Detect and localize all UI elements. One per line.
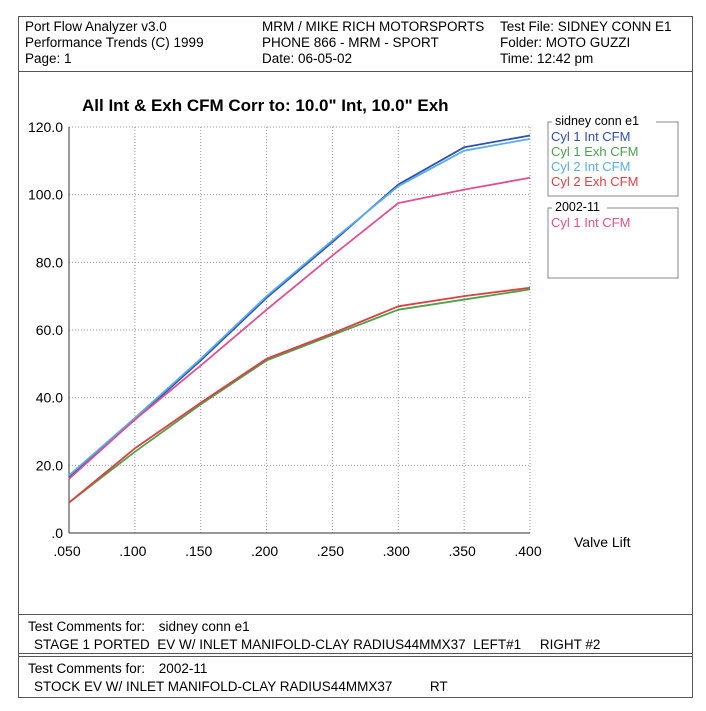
legend-entry: Cyl 2 Int CFM [551, 159, 630, 174]
legend-title-bg [552, 115, 656, 128]
x-tick-label: .150 [185, 543, 212, 559]
header-program-info: Port Flow Analyzer v3.0 Performance Tren… [25, 19, 204, 67]
y-tick-label: 120.0 [28, 119, 63, 135]
y-tick-label: 20.0 [36, 457, 63, 473]
x-tick-label: .350 [449, 543, 476, 559]
legend-entry: Cyl 2 Exh CFM [551, 174, 638, 189]
legend-title: 2002-11 [555, 200, 600, 214]
report-frame [18, 16, 693, 698]
comment-label: Test Comments for: [28, 661, 146, 676]
x-tick-label: .100 [119, 543, 146, 559]
legend-box-1 [547, 121, 679, 197]
chart-title: All Int & Exh CFM Corr to: 10.0" Int, 10… [82, 96, 449, 115]
series-line-3 [68, 137, 531, 477]
comment-text: STOCK EV W/ INLET MANIFOLD-CLAY RADIUS44… [34, 679, 448, 694]
series-line-2 [68, 288, 531, 504]
test-file: Test File: SIDNEY CONN E1 [500, 19, 672, 34]
comment-test-name: sidney conn e1 [158, 619, 250, 634]
comment-test-name: 2002-11 [158, 661, 208, 676]
comment-label: Test Comments for: [28, 619, 146, 634]
flow-chart: All Int & Exh CFM Corr to: 10.0" Int, 10… [28, 96, 679, 559]
y-tick-label: 80.0 [36, 254, 63, 270]
series-line-5 [68, 176, 531, 480]
report-time: Time: 12:42 pm [500, 51, 594, 66]
program-copyright: Performance Trends (C) 1999 [25, 35, 204, 50]
program-name: Port Flow Analyzer v3.0 [25, 19, 167, 34]
x-tick-label: .200 [251, 543, 278, 559]
legend-entry: Cyl 1 Int CFM [551, 215, 630, 230]
test-comments-1: Test Comments for: sidney conn e1 STAGE … [18, 614, 693, 654]
comment-text: STAGE 1 PORTED EV W/ INLET MANIFOLD-CLAY… [34, 637, 601, 652]
y-tick-label: 40.0 [36, 390, 63, 406]
x-tick-label: .250 [317, 543, 344, 559]
series-line-1 [68, 134, 531, 478]
x-tick-label: .050 [53, 543, 80, 559]
report-header: Port Flow Analyzer v3.0 Performance Tren… [18, 16, 693, 72]
legend-title-bg [552, 201, 607, 214]
page-number: Page: 1 [25, 51, 72, 66]
x-tick-label: .300 [383, 543, 410, 559]
report-date: Date: 06-05-02 [262, 51, 353, 66]
shop-phone: PHONE 866 - MRM - SPORT [262, 35, 439, 50]
shop-name: MRM / MIKE RICH MOTORSPORTS [262, 19, 485, 34]
legend-box-2 [547, 207, 679, 279]
x-tick-label: .400 [514, 543, 541, 559]
series-line-4 [68, 286, 531, 504]
y-tick-label: 100.0 [28, 187, 63, 203]
header-file-info: Test File: SIDNEY CONN E1 Folder: MOTO G… [500, 19, 672, 67]
test-comments-2: Test Comments for: 2002-11 STOCK EV W/ I… [18, 656, 693, 698]
legend-entry: Cyl 1 Exh CFM [551, 144, 638, 159]
x-axis-label: Valve Lift [574, 534, 631, 550]
y-tick-label: .0 [51, 525, 63, 541]
folder-name: Folder: MOTO GUZZI [500, 35, 631, 50]
y-tick-label: 60.0 [36, 322, 63, 338]
legend-entry: Cyl 1 Int CFM [551, 129, 630, 144]
header-shop-info: MRM / MIKE RICH MOTORSPORTS PHONE 866 - … [262, 19, 484, 67]
legend-title: sidney conn e1 [555, 114, 639, 128]
